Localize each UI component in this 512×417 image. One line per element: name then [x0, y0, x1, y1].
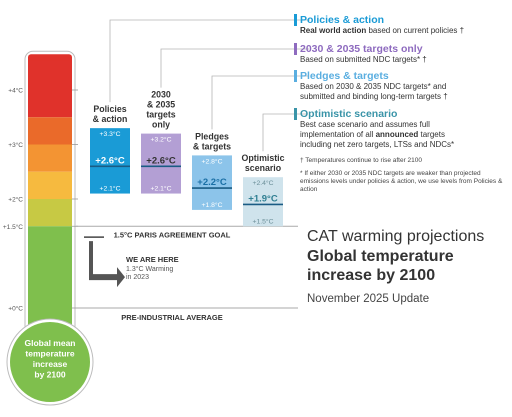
legend-pledges-heading: Pledges & targets [300, 70, 389, 82]
thermometer-band [28, 57, 72, 118]
scenario-low-label: +2.1°C [99, 185, 120, 193]
legend-policies-heading: Policies & action [300, 14, 385, 26]
thermometer-top-cap [28, 54, 72, 61]
scenario-name-label: Policies [93, 104, 126, 114]
thermometer-band [28, 144, 72, 172]
legend-pledges-swatch [294, 70, 297, 82]
axis-tick-label: +0°C [8, 305, 23, 313]
legend-policies: Policies & action Real world action base… [294, 14, 510, 36]
current-warming-label: WE ARE HERE [126, 255, 179, 264]
legend-optimistic-desc-3: including net zero targets, LTSs and NDC… [300, 140, 455, 149]
scenario-high-label: +2.4°C [252, 179, 273, 187]
scenario-bar [90, 128, 130, 194]
legend-optimistic-desc-1: Best case scenario and assumes full [300, 120, 430, 129]
scenario-low-label: +1.8°C [201, 201, 222, 209]
scenario-low-label: +2.1°C [150, 185, 171, 193]
chart-update: November 2025 Update [307, 293, 430, 305]
scenario-name-label: 2030 [151, 90, 171, 100]
scenario-leader-line [262, 113, 307, 152]
legend-optimistic-desc-2: implementation of all announced targets [300, 130, 445, 139]
thermometer-band [28, 117, 72, 145]
axis-tick-label: +4°C [8, 87, 23, 95]
thermometer-bulb-label: increase [33, 359, 68, 369]
legend-ndc-heading: 2030 & 2035 targets only [300, 43, 423, 55]
legend-ndc: 2030 & 2035 targets only Based on submit… [294, 43, 510, 65]
scenario-mid-label: +2.6°C [95, 155, 125, 166]
chart-subtitle: Global temperature increase by 2100 [307, 248, 454, 284]
preindustrial-label: PRE-INDUSTRIAL AVERAGE [121, 313, 223, 322]
legend-ndc-swatch [294, 43, 297, 55]
legend-ndc-desc: Based on submitted NDC targets* † [300, 55, 427, 64]
scenario-name-label: & action [93, 114, 128, 124]
scenario-high-label: +3.2°C [150, 136, 171, 144]
scenario-name-label: & 2035 [147, 100, 175, 110]
scenario-name-label: Pledges [195, 131, 229, 141]
legend-optimistic: Optimistic scenario Best case scenario a… [294, 108, 510, 150]
scenario-mid-label: +2.2°C [197, 177, 227, 188]
scenario-name-label: scenario [245, 163, 282, 173]
footnote-asterisk: * If either 2030 or 2035 NDC targets are… [300, 170, 503, 193]
scenario-mid-label: +1.9°C [248, 193, 278, 204]
scenario-bar [192, 155, 232, 210]
legend-pledges-desc-1: Based on 2030 & 2035 NDC targets* and [300, 82, 447, 91]
thermometer-band [28, 171, 72, 199]
footnote-dagger: † Temperatures continue to rise after 21… [300, 157, 423, 164]
scenario-low-label: +1.5°C [252, 217, 273, 225]
current-warming-arrow [89, 241, 125, 288]
thermometer-bulb-label: temperature [25, 349, 74, 359]
current-warming-year: in 2023 [126, 274, 149, 281]
thermometer-bulb-label: Global mean [24, 338, 75, 348]
legend-optimistic-swatch [294, 108, 297, 120]
legend-policies-swatch [294, 14, 297, 26]
axis-tick-label: +2°C [8, 196, 23, 204]
legend-pledges: Pledges & targets Based on 2030 & 2035 N… [294, 70, 510, 102]
scenario-name-label: Optimistic [241, 153, 284, 163]
thermometer-band [28, 199, 72, 227]
scenario-high-label: +2.8°C [201, 157, 222, 165]
scenario-leader-line [160, 48, 309, 88]
scenario-mid-label: +2.6°C [146, 155, 176, 166]
scenario-name-label: & targets [193, 141, 231, 151]
thermometer-bulb [10, 322, 90, 402]
legend-pledges-desc-2: submitted and binding long-term targets … [300, 92, 448, 101]
axis-tick-label: +3°C [8, 141, 23, 149]
scenario-bar [141, 133, 181, 194]
scenario-bar [243, 177, 283, 227]
scenario-name-label: only [152, 120, 170, 130]
chart-title: CAT warming projections [307, 228, 485, 245]
current-warming-value: 1.3°C Warming [126, 265, 173, 273]
paris-goal-label: 1.5°C PARIS AGREEMENT GOAL [114, 230, 231, 239]
scenario-leader-line [109, 19, 310, 103]
legend-policies-desc: Real world action based on current polic… [300, 26, 465, 35]
scenario-leader-line [211, 75, 308, 130]
scenario-high-label: +3.3°C [99, 130, 120, 138]
legend-optimistic-heading: Optimistic scenario [300, 108, 398, 120]
scenario-name-label: targets [146, 110, 175, 120]
thermometer-bulb-label: by 2100 [34, 370, 65, 380]
axis-tick-label: +1.5°C [3, 223, 23, 231]
